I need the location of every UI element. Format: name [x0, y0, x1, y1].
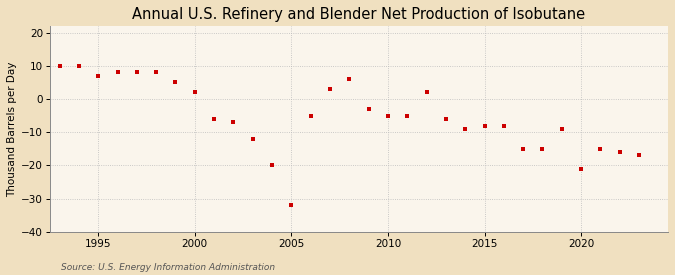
Point: [460, 127, 470, 131]
Point: [247, 137, 258, 141]
Point: [151, 70, 161, 75]
Point: [537, 147, 548, 151]
Point: [576, 167, 587, 171]
Point: [209, 117, 219, 121]
Point: [479, 123, 490, 128]
Point: [518, 147, 529, 151]
Point: [595, 147, 606, 151]
Point: [325, 87, 335, 91]
Point: [498, 123, 509, 128]
Point: [54, 64, 65, 68]
Title: Annual U.S. Refinery and Blender Net Production of Isobutane: Annual U.S. Refinery and Blender Net Pro…: [132, 7, 585, 22]
Y-axis label: Thousand Barrels per Day: Thousand Barrels per Day: [7, 61, 17, 197]
Point: [441, 117, 452, 121]
Point: [344, 77, 355, 81]
Point: [170, 80, 181, 85]
Point: [228, 120, 239, 124]
Point: [74, 64, 84, 68]
Point: [614, 150, 625, 154]
Point: [402, 113, 412, 118]
Point: [132, 70, 142, 75]
Point: [383, 113, 394, 118]
Point: [634, 153, 645, 158]
Point: [112, 70, 123, 75]
Point: [556, 127, 567, 131]
Point: [421, 90, 432, 95]
Point: [305, 113, 316, 118]
Point: [93, 73, 104, 78]
Point: [190, 90, 200, 95]
Point: [267, 163, 277, 168]
Point: [363, 107, 374, 111]
Text: Source: U.S. Energy Information Administration: Source: U.S. Energy Information Administ…: [61, 263, 275, 272]
Point: [286, 203, 297, 207]
